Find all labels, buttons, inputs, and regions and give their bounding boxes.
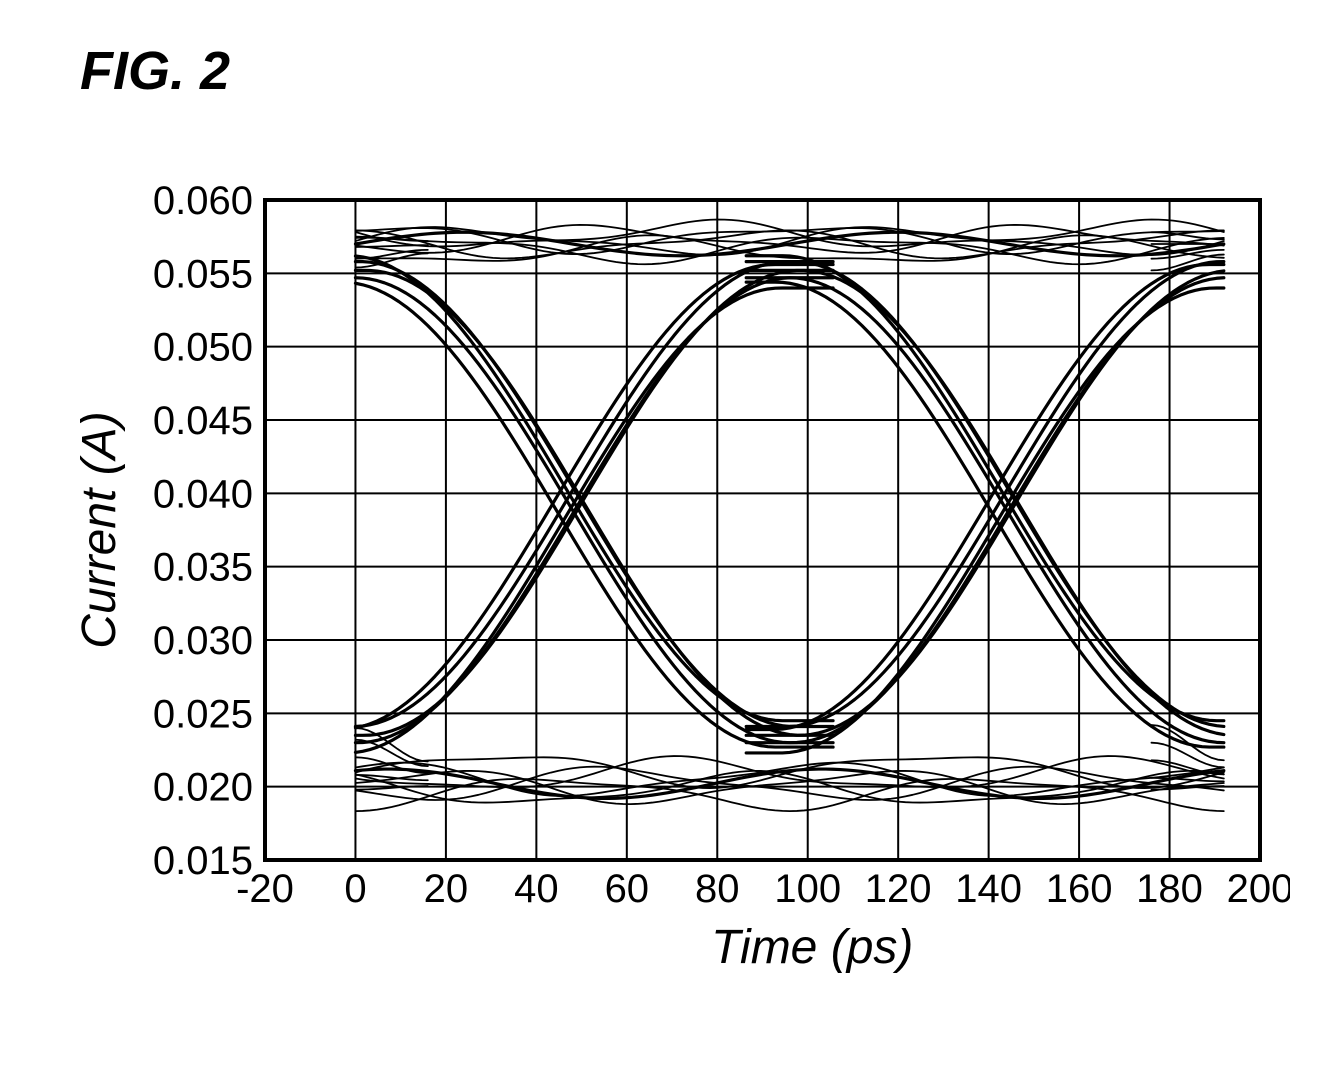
x-tick-label: -20: [236, 867, 294, 911]
figure-title: FIG. 2: [80, 40, 230, 102]
x-tick-label: 180: [1136, 867, 1203, 911]
y-tick-label: 0.020: [153, 766, 253, 810]
y-tick-label: 0.040: [153, 472, 253, 516]
x-tick-label: 100: [774, 867, 841, 911]
x-tick-label: 160: [1046, 867, 1113, 911]
x-tick-label: 20: [424, 867, 469, 911]
y-tick-label: 0.060: [153, 179, 253, 223]
x-tick-label: 60: [605, 867, 650, 911]
x-tick-label: 80: [695, 867, 740, 911]
x-axis-label: Time (ps): [711, 921, 913, 974]
x-tick-label: 200: [1227, 867, 1290, 911]
y-tick-label: 0.025: [153, 692, 253, 736]
eye-diagram-chart: 0.0150.0200.0250.0300.0350.0400.0450.050…: [60, 170, 1290, 1050]
x-tick-label: 120: [865, 867, 932, 911]
y-tick-label: 0.055: [153, 252, 253, 296]
x-tick-label: 140: [955, 867, 1022, 911]
x-tick-labels: -20 0 20 40 60 80 100 120 140 160 180 200: [236, 867, 1290, 911]
y-tick-label: 0.030: [153, 619, 253, 663]
y-tick-label: 0.035: [153, 546, 253, 590]
y-tick-label: 0.045: [153, 399, 253, 443]
y-tick-label: 0.050: [153, 326, 253, 370]
x-tick-label: 0: [344, 867, 366, 911]
x-tick-label: 40: [514, 867, 559, 911]
y-tick-labels: 0.0150.0200.0250.0300.0350.0400.0450.050…: [153, 179, 253, 883]
y-axis-label: Current (A): [73, 411, 126, 648]
